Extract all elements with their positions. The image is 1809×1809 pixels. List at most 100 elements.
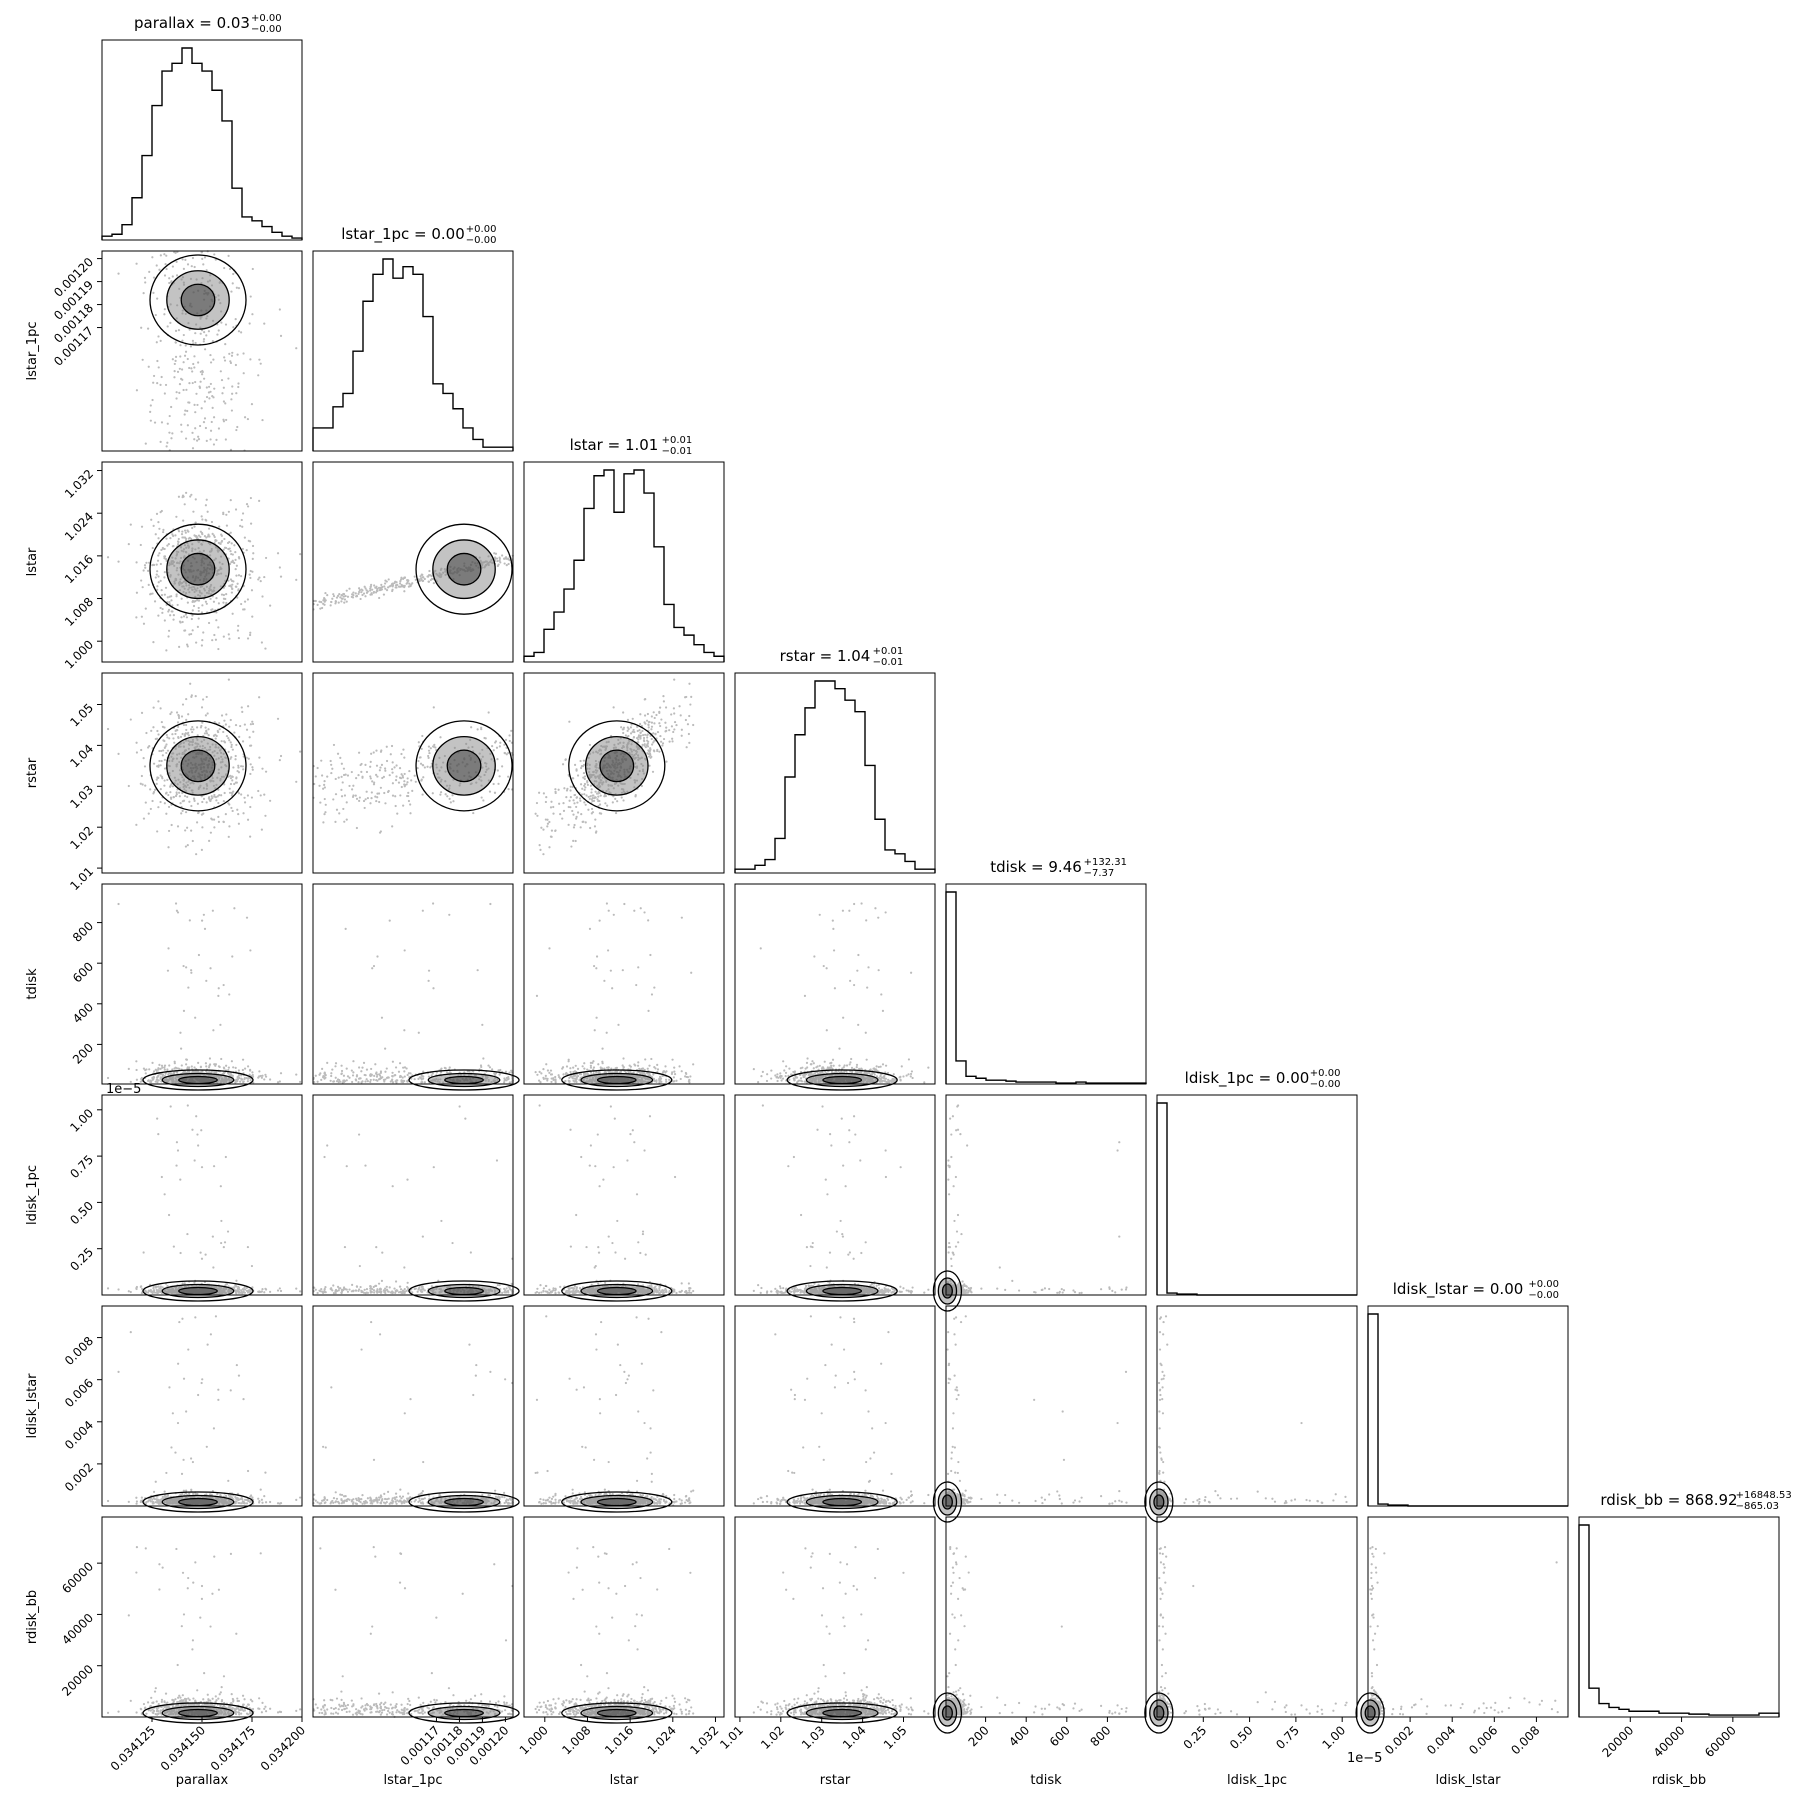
sample-point xyxy=(210,795,213,798)
sample-point xyxy=(166,778,169,781)
sample-point xyxy=(196,625,199,628)
sample-point xyxy=(375,1075,379,1078)
sample-point xyxy=(316,1080,319,1083)
sample-point xyxy=(229,741,232,744)
sample-point xyxy=(231,612,234,615)
sample-point xyxy=(638,729,641,732)
sample-point xyxy=(597,1063,600,1066)
sample-point xyxy=(175,397,178,400)
sample-point xyxy=(217,801,220,805)
sample-point xyxy=(230,561,233,564)
sample-point xyxy=(503,1077,506,1080)
sample-point xyxy=(234,754,237,758)
sample-point xyxy=(476,969,479,972)
sample-point xyxy=(345,801,348,804)
sample-point xyxy=(614,811,618,815)
sample-point xyxy=(444,793,447,796)
sample-point xyxy=(429,578,432,582)
sample-point xyxy=(576,1067,580,1070)
sample-point xyxy=(672,1080,675,1083)
sample-point xyxy=(340,597,343,600)
sample-point xyxy=(190,971,193,974)
sample-point xyxy=(563,787,566,790)
sample-point xyxy=(408,582,411,585)
sample-point xyxy=(240,765,243,768)
sample-point xyxy=(178,645,181,648)
sample-point xyxy=(250,589,254,592)
sample-point xyxy=(637,734,641,737)
sample-point xyxy=(213,253,216,256)
sample-point xyxy=(212,534,216,537)
sample-point xyxy=(240,575,243,578)
sample-point xyxy=(639,907,642,910)
sample-point xyxy=(179,735,183,738)
sample-point xyxy=(574,839,577,843)
sample-point xyxy=(241,1058,245,1061)
sample-point xyxy=(177,543,180,546)
sample-point xyxy=(407,585,411,588)
sample-point xyxy=(592,1066,596,1069)
sample-point xyxy=(659,1080,662,1083)
sample-point xyxy=(188,328,191,331)
sample-point xyxy=(648,764,651,767)
sample-point xyxy=(346,774,350,777)
sample-point xyxy=(210,817,213,820)
sample-point xyxy=(157,764,160,767)
sample-point xyxy=(184,845,187,848)
sample-point xyxy=(212,734,216,737)
sample-point xyxy=(200,706,204,709)
sample-point xyxy=(227,775,230,778)
sample-point xyxy=(168,281,171,285)
sample-point xyxy=(243,600,247,603)
sample-point xyxy=(205,334,208,337)
sample-point xyxy=(240,706,243,709)
sample-point xyxy=(870,1073,874,1076)
sample-point xyxy=(204,714,208,717)
sample-point xyxy=(223,791,226,795)
sample-point xyxy=(413,1078,416,1081)
sample-point xyxy=(496,559,499,563)
sample-point xyxy=(391,1078,394,1081)
sample-point xyxy=(260,828,263,831)
sample-point xyxy=(612,706,615,709)
sample-point xyxy=(261,595,264,598)
sample-point xyxy=(584,1072,587,1075)
sample-point xyxy=(168,737,171,740)
sample-point xyxy=(391,794,395,797)
sample-point xyxy=(185,1058,189,1061)
panel-frame-lstar_1pc-lstar_1pc xyxy=(312,250,514,452)
sample-point xyxy=(433,743,436,746)
sample-point xyxy=(393,1074,396,1077)
sample-point xyxy=(227,835,230,838)
sample-point xyxy=(324,811,327,814)
sample-point xyxy=(212,818,216,821)
sample-point xyxy=(323,780,326,783)
sample-point xyxy=(573,823,576,827)
sample-point xyxy=(361,593,364,597)
sample-point xyxy=(508,1071,511,1074)
sample-point xyxy=(149,788,152,791)
sample-point xyxy=(140,774,143,778)
sample-point xyxy=(344,773,347,776)
sample-point xyxy=(144,1069,147,1072)
sample-point xyxy=(225,1064,228,1067)
sample-point xyxy=(222,386,225,389)
sample-point xyxy=(552,1077,555,1080)
sample-point xyxy=(222,1071,225,1074)
sample-point xyxy=(177,530,181,533)
sample-point xyxy=(614,1067,617,1070)
sample-point xyxy=(180,1064,183,1067)
sample-point xyxy=(195,599,199,602)
sample-point xyxy=(227,678,230,681)
sample-point xyxy=(228,725,231,728)
sample-point xyxy=(176,729,179,732)
sample-point xyxy=(488,1066,492,1069)
sample-point xyxy=(173,362,176,366)
sample-point xyxy=(407,791,410,794)
sample-point xyxy=(616,800,619,803)
sample-point xyxy=(214,638,218,641)
sample-point xyxy=(151,1061,154,1064)
sample-point xyxy=(227,548,230,551)
sample-point xyxy=(679,1077,682,1081)
sample-point xyxy=(184,344,187,347)
